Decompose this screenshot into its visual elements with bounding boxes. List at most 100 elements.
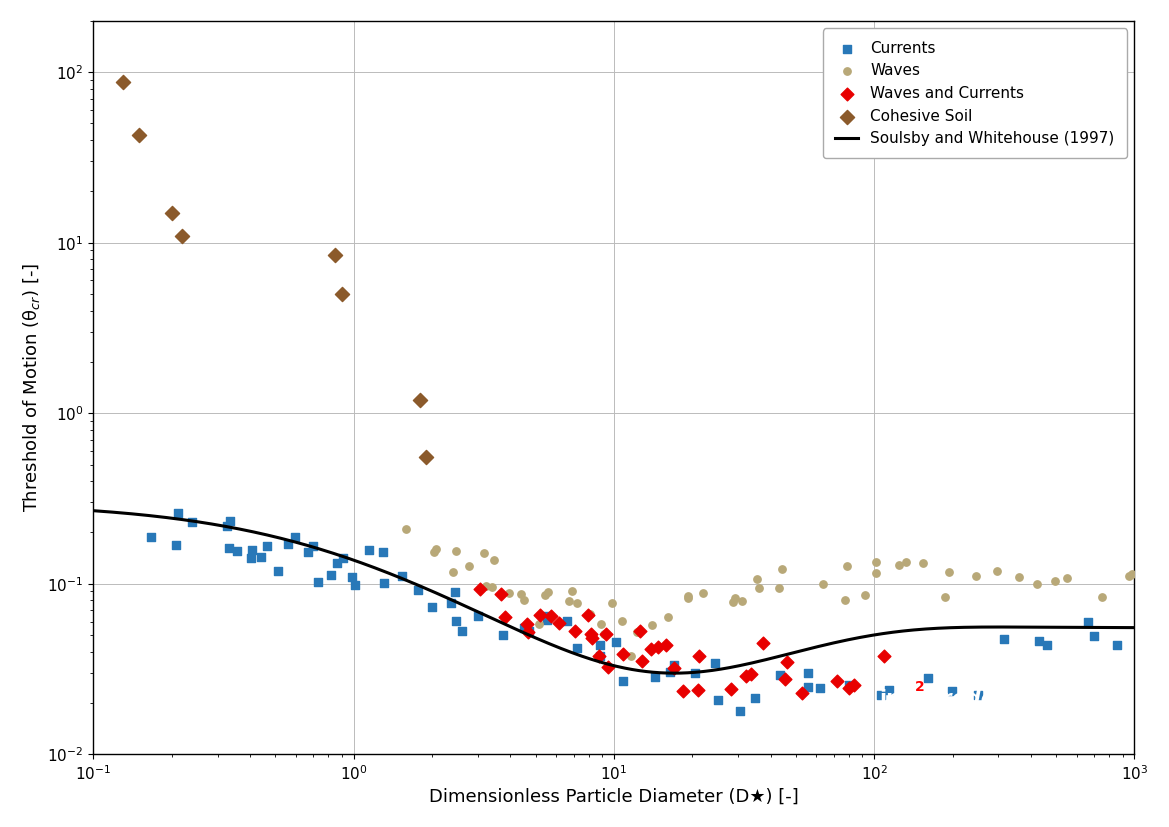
Currents bbox=[519, 624, 538, 638]
Waves bbox=[1120, 569, 1139, 582]
Currents bbox=[221, 514, 240, 528]
Waves and Currents bbox=[754, 637, 773, 650]
Currents bbox=[538, 614, 556, 627]
Waves bbox=[724, 595, 742, 609]
Currents bbox=[810, 681, 829, 695]
Currents bbox=[447, 614, 465, 627]
Currents bbox=[393, 569, 411, 582]
Waves and Currents bbox=[793, 686, 811, 700]
Waves and Currents bbox=[673, 685, 692, 698]
Currents bbox=[590, 638, 609, 652]
Soulsby and Whitehouse (1997) bbox=[270, 533, 284, 543]
Waves and Currents bbox=[583, 631, 602, 644]
Currents bbox=[168, 506, 187, 519]
Waves bbox=[866, 556, 885, 569]
Line: Soulsby and Whitehouse (1997): Soulsby and Whitehouse (1997) bbox=[94, 511, 1134, 673]
Waves and Currents bbox=[775, 672, 794, 686]
Currents bbox=[182, 515, 201, 528]
Currents bbox=[299, 546, 318, 559]
Soulsby and Whitehouse (1997) bbox=[666, 668, 680, 678]
X-axis label: Dimensionless Particle Diameter (D★) [-]: Dimensionless Particle Diameter (D★) [-] bbox=[429, 788, 798, 806]
Waves bbox=[613, 614, 631, 628]
Waves bbox=[1009, 570, 1028, 583]
Waves bbox=[444, 566, 463, 579]
Waves bbox=[562, 585, 581, 598]
Cohesive Soil bbox=[410, 393, 429, 406]
Waves and Currents bbox=[721, 682, 740, 696]
Waves bbox=[748, 572, 767, 586]
Currents bbox=[228, 545, 247, 558]
Soulsby and Whitehouse (1997) bbox=[872, 629, 886, 639]
Currents bbox=[872, 689, 891, 702]
Currents bbox=[346, 579, 365, 592]
Waves bbox=[568, 597, 587, 610]
Text: Solutions adding value: Solutions adding value bbox=[909, 723, 1014, 732]
Currents bbox=[309, 576, 327, 589]
Waves bbox=[749, 581, 768, 595]
Waves and Currents bbox=[689, 683, 707, 696]
Waves and Currents bbox=[590, 649, 609, 662]
Soulsby and Whitehouse (1997) bbox=[87, 506, 101, 516]
Currents bbox=[662, 665, 680, 678]
Currents bbox=[969, 688, 988, 701]
Waves and Currents bbox=[470, 582, 489, 595]
Waves bbox=[988, 564, 1007, 577]
Currents bbox=[253, 551, 271, 564]
Waves bbox=[658, 611, 677, 624]
Cohesive Soil bbox=[173, 229, 192, 242]
Waves and Currents bbox=[518, 618, 537, 631]
Waves bbox=[447, 544, 465, 557]
Y-axis label: Threshold of Motion (θ$_{cr}$) [-]: Threshold of Motion (θ$_{cr}$) [-] bbox=[21, 263, 42, 512]
Cohesive Soil bbox=[113, 75, 132, 88]
Waves bbox=[836, 593, 855, 606]
Currents bbox=[607, 635, 625, 648]
Waves bbox=[694, 586, 713, 600]
Waves bbox=[890, 558, 908, 571]
Waves bbox=[530, 617, 548, 630]
Currents bbox=[286, 531, 305, 544]
Waves bbox=[485, 553, 504, 566]
Waves bbox=[1046, 574, 1065, 587]
Waves bbox=[580, 608, 599, 621]
Currents bbox=[469, 609, 487, 623]
Currents bbox=[304, 540, 323, 553]
Waves bbox=[499, 586, 518, 600]
Waves bbox=[424, 546, 443, 559]
Currents bbox=[360, 544, 379, 557]
Cohesive Soil bbox=[332, 287, 351, 300]
Waves bbox=[678, 591, 697, 605]
Waves bbox=[838, 560, 857, 573]
Waves bbox=[856, 588, 874, 601]
Waves and Currents bbox=[566, 624, 584, 638]
Currents bbox=[220, 541, 238, 554]
Currents bbox=[445, 585, 464, 598]
Currents bbox=[375, 576, 394, 590]
Currents bbox=[995, 633, 1014, 646]
Currents bbox=[269, 564, 288, 577]
Waves and Currents bbox=[496, 610, 514, 624]
Cohesive Soil bbox=[417, 451, 436, 464]
Soulsby and Whitehouse (1997) bbox=[1127, 623, 1141, 633]
Waves bbox=[867, 566, 886, 580]
Waves and Currents bbox=[777, 655, 796, 668]
Currents bbox=[686, 667, 705, 680]
Waves bbox=[1028, 578, 1046, 591]
Waves bbox=[477, 580, 496, 593]
Currents bbox=[558, 614, 576, 628]
Waves and Currents bbox=[828, 674, 846, 687]
Waves bbox=[940, 565, 959, 578]
Currents bbox=[567, 642, 586, 655]
Currents bbox=[454, 624, 472, 638]
Waves bbox=[1093, 590, 1112, 603]
Waves and Currents bbox=[874, 649, 893, 662]
Waves bbox=[592, 618, 610, 631]
Waves and Currents bbox=[839, 681, 858, 695]
Waves and Currents bbox=[657, 638, 676, 652]
Waves bbox=[814, 577, 832, 590]
Currents bbox=[798, 667, 817, 680]
Currents bbox=[731, 705, 749, 718]
Cohesive Soil bbox=[162, 206, 181, 219]
Currents bbox=[879, 683, 898, 696]
Waves bbox=[461, 559, 479, 572]
Currents bbox=[770, 669, 789, 682]
